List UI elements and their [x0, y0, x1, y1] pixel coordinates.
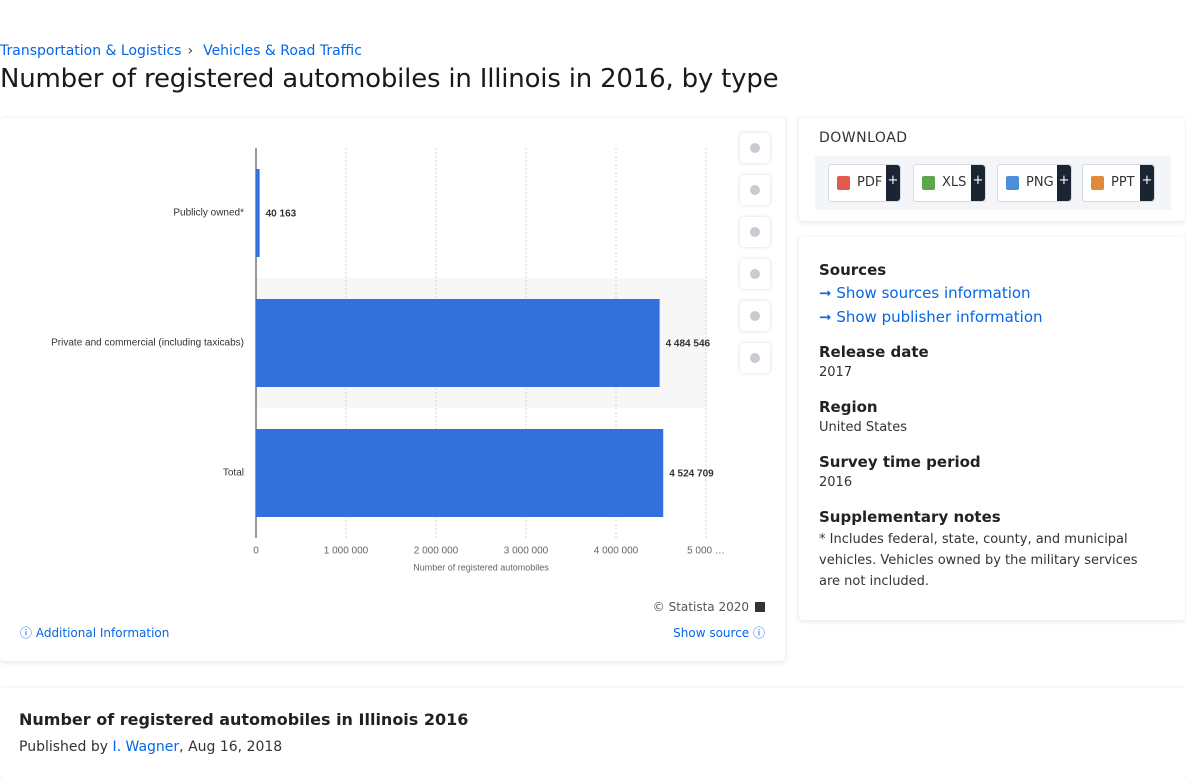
bar: [256, 429, 664, 517]
more[interactable]: +: [886, 165, 900, 201]
download-box: PDF + XLS + PNG + PPT +: [815, 156, 1171, 210]
date: , Aug 16, 2018: [179, 739, 283, 755]
y-tick-label: Publicly owned*: [173, 208, 244, 219]
bar: [256, 169, 260, 257]
share-button[interactable]: [740, 259, 770, 289]
value-label: 4 524 709: [669, 469, 714, 480]
breadcrumb[interactable]: Vehicles & Road Traffic: [203, 43, 362, 59]
show-source-text[interactable]: Show source: [673, 626, 750, 640]
page-title: Number of registered automobiles in Illi…: [0, 64, 779, 94]
byline: Published by I. Wagner, Aug 16, 2018: [19, 739, 282, 755]
x-tick-label: 0: [253, 546, 259, 557]
alert-button[interactable]: [740, 175, 770, 205]
separator: ›: [187, 43, 194, 59]
print-button[interactable]: [740, 343, 770, 373]
sources-title: Sources: [819, 261, 887, 279]
download-title: DOWNLOAD: [819, 130, 908, 146]
details-card: Sources ➞ Show sources information ➞ Sho…: [799, 237, 1185, 620]
download-card: DOWNLOAD PDF + XLS + PNG + PPT +: [799, 118, 1185, 221]
favorite-button[interactable]: [740, 133, 770, 163]
published-by: Published by: [19, 739, 109, 755]
label: PNG: [1026, 175, 1054, 190]
label: PDF: [857, 175, 883, 190]
cite-button[interactable]: [740, 301, 770, 331]
settings-button[interactable]: [740, 217, 770, 247]
period: 2016: [819, 475, 853, 490]
more[interactable]: +: [971, 165, 985, 201]
additional-info-text[interactable]: Additional Information: [35, 626, 170, 640]
region: United States: [819, 420, 908, 435]
ppt-button[interactable]: PPT +: [1082, 164, 1155, 202]
pdf-button[interactable]: PDF +: [828, 164, 901, 202]
label: XLS: [942, 175, 967, 190]
publisher-link[interactable]: ➞ Show publisher information: [819, 308, 1043, 326]
label: PPT: [1111, 175, 1135, 190]
flag-icon[interactable]: [755, 602, 765, 612]
copyright: © Statista 2020: [652, 600, 749, 614]
x-tick-label: 3 000 000: [504, 546, 549, 557]
chart-card: 0 1 000 000 2 000 000 3 000 000 4 000 000 5 0…: [0, 118, 785, 661]
more[interactable]: +: [1140, 165, 1154, 201]
link-text[interactable]: Show publisher information: [836, 308, 1043, 326]
show-source[interactable]: Show source ⓘ: [673, 626, 765, 640]
publication-title: Number of registered automobiles in Illi…: [19, 710, 469, 729]
page: {"breadcrumbs": ["Transportation & Logis…: [0, 43, 1185, 755]
more[interactable]: +: [1057, 165, 1071, 201]
x-tick-label: 4 000 000: [594, 546, 639, 557]
chart: 0 1 000 000 2 000 000 3 000 000 4 000 000 5 0…: [51, 148, 725, 572]
breadcrumb[interactable]: Transportation & Logistics: [0, 43, 182, 59]
y-tick-label: Private and commercial (including taxica…: [51, 338, 244, 349]
release-title: Release date: [819, 343, 929, 361]
x-tick-label: 1 000 000: [324, 546, 369, 557]
sources-link[interactable]: ➞ Show sources information: [819, 284, 1031, 302]
region-title: Region: [819, 398, 878, 416]
additional-info[interactable]: ⓘ Additional Information: [20, 626, 170, 640]
publication-card: Number of registered automobiles in Illi…: [0, 688, 1186, 778]
breadcrumbs: Transportation & Logistics › Vehicles & Ro…: [0, 43, 362, 59]
value-label: 4 484 546: [666, 339, 711, 350]
x-axis-label: Number of registered automobiles: [413, 562, 549, 572]
y-tick-label: Total: [223, 468, 244, 479]
link-text[interactable]: Show sources information: [836, 284, 1031, 302]
png-button[interactable]: PNG +: [997, 164, 1072, 202]
value-label: 40 163: [266, 209, 297, 220]
bar: [256, 299, 660, 387]
x-tick-label: 2 000 000: [414, 546, 459, 557]
notes: * Includes federal, state, county, and m…: [819, 532, 1138, 589]
notes-title: Supplementary notes: [819, 508, 1001, 526]
x-tick-label: 5 000 …: [687, 546, 725, 557]
release: 2017: [819, 365, 853, 380]
xls-button[interactable]: XLS +: [913, 164, 986, 202]
author[interactable]: I. Wagner: [112, 739, 180, 755]
period-title: Survey time period: [819, 453, 981, 471]
